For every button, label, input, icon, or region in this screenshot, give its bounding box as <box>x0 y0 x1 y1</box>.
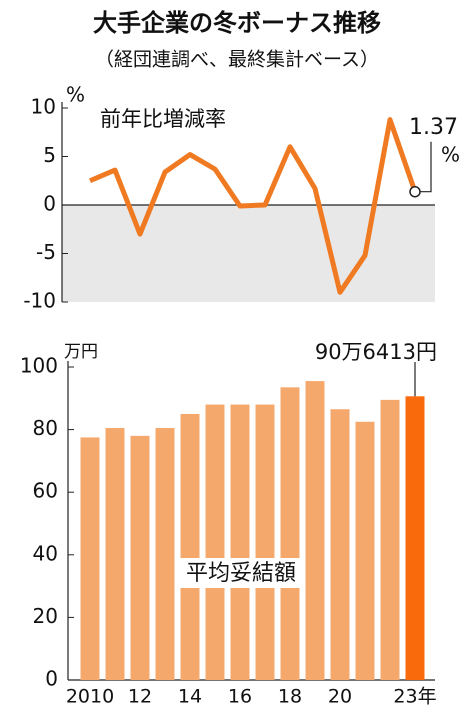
bar <box>155 428 175 680</box>
y-tick-label: 0 <box>43 192 56 216</box>
y-tick-label: 20 <box>33 604 58 628</box>
bar <box>130 435 150 680</box>
value-label: 1.37 <box>409 115 458 140</box>
value-label: 90万6413円 <box>315 340 437 364</box>
y-tick-label: 0 <box>45 667 58 691</box>
x-tick-label: 2010 <box>66 686 114 708</box>
y-tick-label: 10 <box>31 95 56 119</box>
x-tick-label: 14 <box>178 686 202 708</box>
bar <box>280 387 300 680</box>
bar <box>355 421 375 680</box>
y-tick-label: 5 <box>43 143 56 167</box>
bar <box>80 437 100 680</box>
bar <box>305 381 325 680</box>
title: 大手企業の冬ボーナス推移 <box>93 9 381 37</box>
bar <box>105 428 125 680</box>
bar <box>330 409 350 680</box>
y-tick-label: 80 <box>33 416 58 440</box>
y-tick-label: 60 <box>33 479 58 503</box>
y-tick-label: 100 <box>20 354 58 378</box>
y-unit: % <box>66 83 85 107</box>
value-unit: % <box>441 143 460 167</box>
bar <box>255 404 275 680</box>
negative-area <box>62 205 435 302</box>
subtitle: （経団連調べ、最終集計ベース） <box>95 49 379 71</box>
x-tick-label: 18 <box>278 686 302 708</box>
y-tick-label: -5 <box>36 240 56 264</box>
y-unit: 万円 <box>64 342 98 362</box>
bar <box>405 396 425 680</box>
x-tick-label: 16 <box>228 686 252 708</box>
line-series <box>89 117 418 295</box>
last-point <box>409 185 421 198</box>
annotation: 平均妥結額 <box>186 561 296 586</box>
x-tick-label: 12 <box>128 686 152 708</box>
leader-line <box>415 141 432 193</box>
bar <box>230 404 250 680</box>
y-tick-label: 40 <box>33 541 58 565</box>
annotation-bg <box>180 558 302 588</box>
y-tick-label: -10 <box>23 289 56 313</box>
x-tick-label: 23年 <box>393 686 436 708</box>
bar <box>205 404 225 680</box>
bar <box>380 399 400 680</box>
annotation: 前年比増減率 <box>100 107 226 131</box>
x-tick-label: 20 <box>328 686 352 708</box>
bar <box>180 413 200 680</box>
